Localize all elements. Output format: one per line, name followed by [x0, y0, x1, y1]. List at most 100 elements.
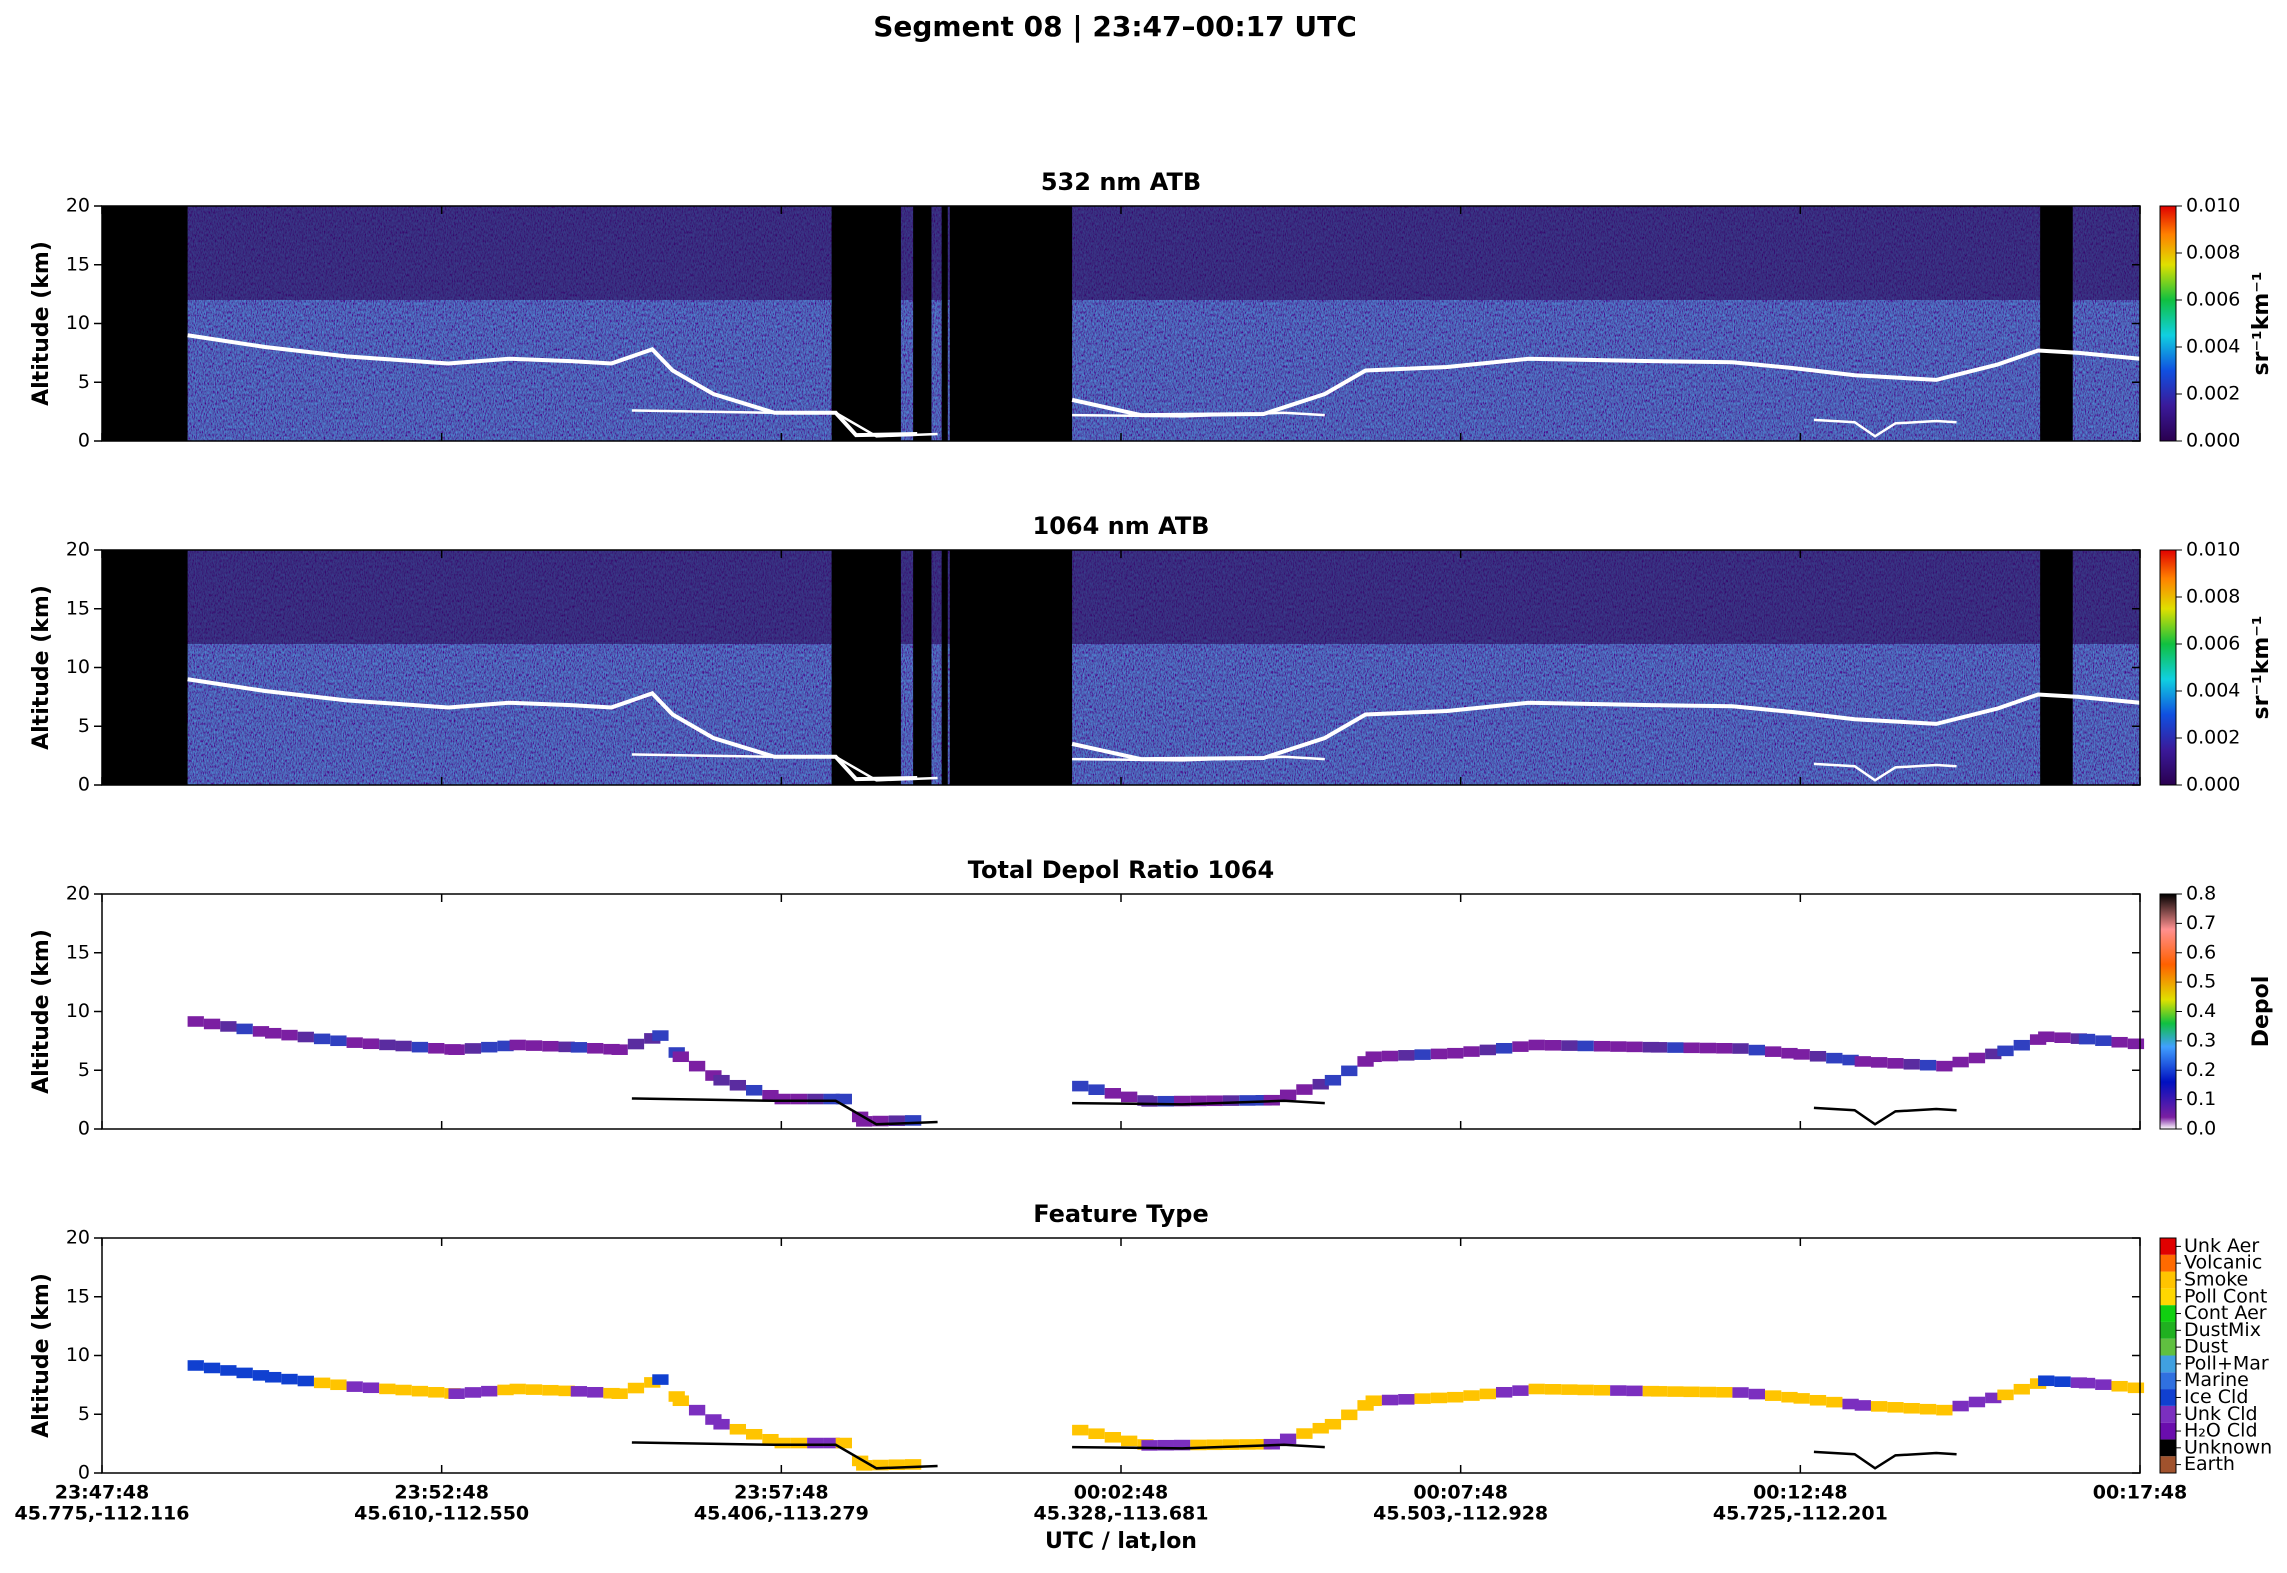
feature-block [1072, 1424, 1089, 1436]
feature-block [688, 1404, 706, 1416]
feature-block [2078, 1033, 2096, 1045]
data-gap [2040, 206, 2073, 441]
feature-block [888, 1115, 905, 1127]
feature-block [1088, 1428, 1105, 1439]
data-gap [831, 206, 901, 441]
feature-block [762, 1433, 779, 1445]
feature-block [587, 1386, 604, 1398]
x-tick-time: 00:17:48 [2093, 1482, 2188, 1504]
feature-block [1577, 1040, 1594, 1052]
colorbar-label: Marine [2184, 1369, 2249, 1391]
panel-title: 1064 nm ATB [1033, 512, 1210, 540]
feature-block [1561, 1384, 1578, 1395]
feature-block [1826, 1052, 1843, 1064]
feature-block [2038, 1031, 2055, 1043]
feature-block [1936, 1060, 1953, 1072]
surface [1072, 1443, 1325, 1450]
feature-block [187, 1360, 204, 1371]
feature-block [220, 1365, 237, 1376]
feature-block [313, 1033, 331, 1045]
feature-block [187, 1016, 204, 1027]
colorbar-tick-label: 0.8 [2186, 883, 2216, 905]
feature-block [1936, 1404, 1953, 1416]
feature-block [1414, 1393, 1431, 1404]
feature-block [1968, 1052, 1986, 1064]
feature-block [313, 1377, 331, 1389]
cloud-top [1071, 692, 2141, 762]
data-gap [102, 206, 188, 441]
feature-block [1312, 1078, 1329, 1090]
feature-block [346, 1037, 363, 1048]
feature-block [1544, 1384, 1562, 1395]
feature-block [1842, 1398, 1859, 1410]
feature-block [2095, 1379, 2112, 1390]
surface [631, 1097, 938, 1126]
feature-block [652, 1374, 669, 1385]
feature-block [570, 1042, 588, 1053]
y-tick-label: 20 [66, 883, 90, 905]
feature-block [1206, 1439, 1223, 1451]
surface [1072, 411, 1325, 418]
data-gap [949, 550, 1073, 785]
y-tick-label: 10 [66, 1000, 90, 1022]
feature-block [1903, 1058, 1920, 1070]
curtain-noise-upper [102, 206, 2140, 300]
feature-block [713, 1418, 730, 1430]
feature-block [1593, 1040, 1611, 1052]
feature-block [1398, 1394, 1415, 1405]
feature-block [1765, 1390, 1782, 1401]
feature-block [428, 1386, 445, 1398]
feature-block [1141, 1096, 1158, 1107]
feature-block [1650, 1386, 1668, 1397]
feature-block [362, 1038, 380, 1050]
feature-block [1610, 1041, 1627, 1052]
feature-block [1357, 1400, 1374, 1411]
colorbar-tick-label: 0.000 [2186, 774, 2240, 796]
feature-block [872, 1115, 889, 1127]
colorbar-label: Depol [2249, 976, 2274, 1048]
feature-block [611, 1388, 628, 1399]
feature-block [1479, 1044, 1496, 1056]
feature-block [904, 1459, 922, 1470]
feature-block [1173, 1095, 1191, 1107]
feature-block [1430, 1392, 1448, 1404]
colorbar-tick-label: 0.0 [2186, 1118, 2216, 1140]
x-tick-position: 45.503,-112.928 [1373, 1503, 1548, 1525]
data-gap [2040, 550, 2073, 785]
feature-block [587, 1042, 604, 1054]
x-tick-position: 45.406,-113.279 [694, 1503, 869, 1525]
colorbar-label: DustMix [2184, 1319, 2261, 1341]
feature-block [627, 1382, 645, 1394]
feature-block [856, 1460, 873, 1471]
feature-block [1919, 1403, 1937, 1415]
feature-block [1593, 1384, 1611, 1396]
feature-block [1312, 1422, 1329, 1434]
feature-block [746, 1084, 763, 1096]
feature-block [2013, 1039, 2030, 1051]
colorbar-label: Cont Aer [2184, 1302, 2267, 1324]
colorbar-tick-label: 0.010 [2186, 195, 2240, 217]
feature-block [1699, 1042, 1717, 1054]
feature-block [1365, 1051, 1382, 1063]
feature-block [729, 1423, 747, 1435]
feature-block [330, 1035, 347, 1047]
feature-block [627, 1038, 645, 1050]
feature-block [1732, 1043, 1749, 1054]
feature-block [1072, 1080, 1089, 1092]
colorbar-swatch [2160, 1355, 2176, 1373]
feature-block [497, 1040, 514, 1052]
colorbar-swatch [2160, 1389, 2176, 1406]
panel-title: Total Depol Ratio 1064 [968, 856, 1274, 884]
feature-block [1479, 1388, 1496, 1400]
colorbar-swatch [2160, 1405, 2176, 1423]
feature-block [1279, 1089, 1297, 1101]
feature-block [411, 1041, 429, 1053]
feature-block [1854, 1400, 1871, 1411]
feature-block [1222, 1095, 1240, 1106]
y-axis-label: Altitude (km) [29, 929, 54, 1094]
colorbar-label: Unknown [2184, 1436, 2272, 1458]
feature-block [1495, 1042, 1513, 1054]
colorbar-swatch [2160, 1288, 2176, 1306]
feature-block [1968, 1396, 1986, 1408]
